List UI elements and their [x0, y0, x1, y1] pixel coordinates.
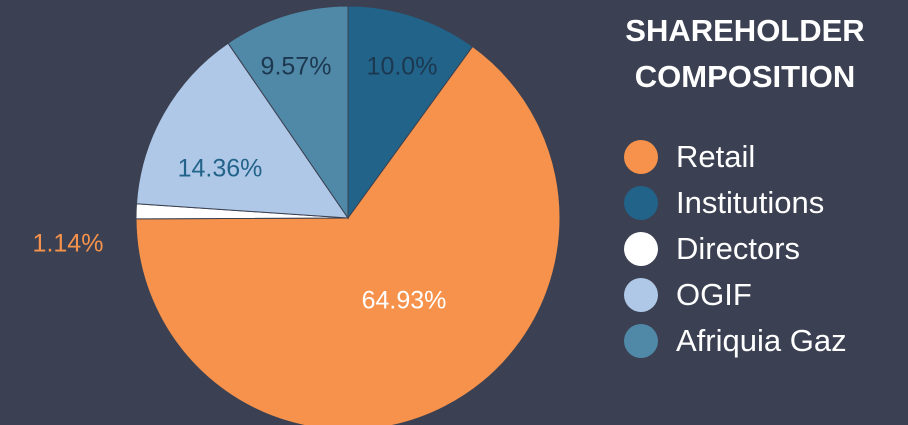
data-label: 1.14% [33, 230, 104, 258]
legend-label: Institutions [676, 185, 825, 220]
legend-item: Institutions [624, 180, 847, 226]
legend-swatch [624, 324, 658, 358]
legend-item: Directors [624, 226, 847, 272]
legend-item: Afriquia Gaz [624, 318, 847, 364]
legend-item: OGIF [624, 272, 847, 318]
data-label: 14.36% [178, 155, 263, 183]
legend: Retail Institutions Directors OGIF Afriquia … [624, 134, 847, 364]
data-label: 9.57% [261, 53, 332, 81]
chart-title: SHAREHOLDER COMPOSITION [625, 13, 865, 94]
pie-slice [347, 5, 474, 220]
legend-swatch [624, 140, 658, 174]
legend-label: Directors [676, 231, 801, 266]
pie-slice [227, 5, 349, 220]
legend-label: Afriquia Gaz [676, 323, 847, 358]
legend-swatch [624, 186, 658, 220]
data-label: 10.0% [367, 53, 438, 81]
legend-swatch [624, 232, 658, 266]
pie-slice [135, 45, 561, 425]
legend-item: Retail [624, 134, 847, 180]
legend-label: OGIF [676, 277, 752, 312]
pie-slice [135, 42, 349, 219]
legend-label: Retail [676, 139, 756, 174]
legend-swatch [624, 278, 658, 312]
data-label: 64.93% [362, 287, 447, 315]
